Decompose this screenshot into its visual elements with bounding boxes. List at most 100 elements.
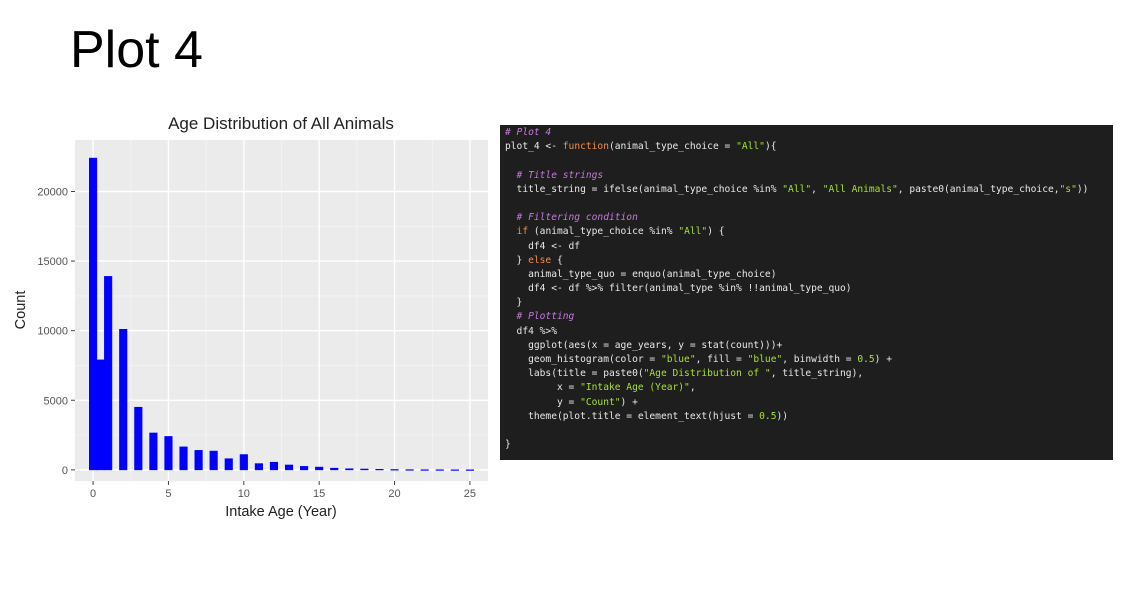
- code-token: (animal_type_choice =: [608, 141, 737, 153]
- code-token: ){: [764, 141, 777, 153]
- code-token: geom_histogram(color =: [505, 354, 661, 365]
- histogram-bar: [284, 464, 294, 471]
- code-token: )): [776, 410, 789, 422]
- histogram-bar: [375, 469, 384, 471]
- code-token: (animal_type_choice %in%: [528, 226, 679, 238]
- code-line: animal_type_quo = enquo(animal_type_choi…: [505, 268, 1108, 282]
- histogram-bar: [330, 467, 339, 471]
- code-panel: # Plot 4 plot_4 <- function(animal_type_c…: [500, 125, 1113, 460]
- histogram-bar: [435, 469, 444, 471]
- code-token: plot_4 <-: [505, 141, 563, 153]
- code-token: labs(title = paste0(: [505, 368, 644, 380]
- x-tick-label: 5: [165, 488, 171, 500]
- code-token: "Age Distribution of ": [643, 368, 771, 380]
- code-token: }: [505, 297, 523, 309]
- code-token: "All": [678, 226, 708, 238]
- histogram-bar: [315, 466, 324, 471]
- code-token: ,: [689, 382, 696, 394]
- code-line: df4 <- df: [505, 240, 1108, 254]
- histogram-bar: [345, 468, 354, 471]
- histogram-plot: Age Distribution of All Animals 0 5 10 15 20…: [0, 105, 490, 525]
- code-line: title_string = ifelse(animal_type_choice…: [505, 183, 1108, 197]
- histogram-bar: [179, 446, 188, 471]
- code-token: # Plot 4: [505, 127, 552, 138]
- code-token: ggplot(aes(x = age_years, y = stat(count…: [505, 339, 783, 351]
- x-tick-label: 20: [388, 488, 400, 500]
- histogram-bar: [89, 157, 98, 471]
- code-line: y = "Count") +: [505, 396, 1108, 410]
- histogram-bar: [224, 458, 233, 471]
- histogram-bar: [390, 469, 399, 471]
- code-token: "All": [782, 183, 812, 195]
- histogram-bar: [360, 468, 369, 471]
- code-token: ,: [811, 183, 823, 195]
- histogram-bar: [104, 276, 113, 471]
- code-line: df4 %>%: [505, 325, 1108, 339]
- histogram-bar: [420, 469, 429, 471]
- histogram-bar: [134, 406, 143, 471]
- code-token: [505, 226, 517, 237]
- code-token: title_string = ifelse(animal_type_choice…: [505, 183, 783, 195]
- code-line: df4 <- df %>% filter(animal_type %in% !!…: [505, 282, 1108, 296]
- code-token: # Title strings: [505, 169, 604, 181]
- code-line: geom_histogram(color = "blue", fill = "b…: [505, 353, 1108, 367]
- histogram-bar: [239, 454, 248, 471]
- code-line: # Title strings: [505, 169, 1108, 183]
- code-line: x = "Intake Age (Year)",: [505, 381, 1108, 395]
- slide-title: Plot 4: [70, 21, 203, 79]
- code-line: }: [505, 438, 1108, 452]
- code-token: df4 <- df: [505, 240, 581, 252]
- code-line: } else {: [505, 254, 1108, 268]
- chart-title: Age Distribution of All Animals: [168, 114, 394, 133]
- x-tick-label: 25: [464, 488, 476, 500]
- code-token: )): [1076, 183, 1089, 195]
- histogram-bar: [254, 463, 263, 471]
- code-token: # Filtering condition: [505, 212, 638, 224]
- histogram-bar: [194, 450, 203, 471]
- y-axis-label: Count: [13, 291, 29, 330]
- code-token: ) {: [707, 226, 725, 238]
- y-tick-label: 20000: [37, 186, 68, 198]
- histogram-bar: [149, 432, 158, 471]
- x-tick-label: 0: [90, 488, 96, 500]
- x-tick-label: 15: [313, 488, 325, 500]
- histogram-bar: [405, 469, 414, 471]
- code-token: x =: [505, 382, 581, 394]
- y-tick-label: 5000: [44, 395, 68, 407]
- code-line: # Plot 4: [505, 126, 1108, 140]
- code-token: "Intake Age (Year)": [580, 382, 690, 394]
- x-tick-label: 10: [238, 488, 250, 500]
- code-token: "Count": [580, 396, 621, 408]
- code-line: [505, 424, 1108, 438]
- code-token: ) +: [874, 354, 892, 365]
- code-token: , paste0(animal_type_choice,: [897, 183, 1060, 195]
- histogram-bar: [209, 450, 218, 471]
- code-token: theme(plot.title = element_text(hjust =: [505, 410, 760, 422]
- code-line: plot_4 <- function(animal_type_choice = …: [505, 140, 1108, 154]
- code-token: "blue": [660, 354, 696, 365]
- code-token: if: [516, 226, 529, 238]
- histogram-bar: [164, 436, 173, 471]
- y-tick-label: 0: [62, 465, 68, 477]
- code-line: [505, 197, 1108, 211]
- histogram-bar: [300, 466, 309, 471]
- code-token: df4 %>%: [505, 325, 557, 337]
- code-token: df4 <- df %>% filter(animal_type %in% !!…: [505, 283, 852, 295]
- code-token: "blue": [747, 354, 783, 365]
- code-token: y =: [505, 396, 581, 408]
- code-token: , title_string),: [770, 368, 864, 380]
- code-token: }: [505, 439, 511, 451]
- code-token: "s": [1059, 183, 1077, 195]
- code-line: labs(title = paste0("Age Distribution of…: [505, 367, 1108, 381]
- code-token: else: [528, 254, 552, 266]
- histogram-bar: [269, 461, 279, 471]
- axes: 0 5 10 15 20 25 0 5000 10000 15000 20000: [37, 186, 476, 500]
- code-token: ) +: [620, 396, 638, 408]
- code-token: , binwidth =: [782, 354, 858, 365]
- histogram-bar: [465, 469, 474, 471]
- bars: [89, 157, 474, 471]
- code-token: "All Animals": [822, 183, 898, 195]
- code-token: 0.5: [857, 354, 875, 365]
- code-line: theme(plot.title = element_text(hjust = …: [505, 410, 1108, 424]
- histogram-svg: Age Distribution of All Animals 0 5 10 15 20…: [13, 114, 488, 520]
